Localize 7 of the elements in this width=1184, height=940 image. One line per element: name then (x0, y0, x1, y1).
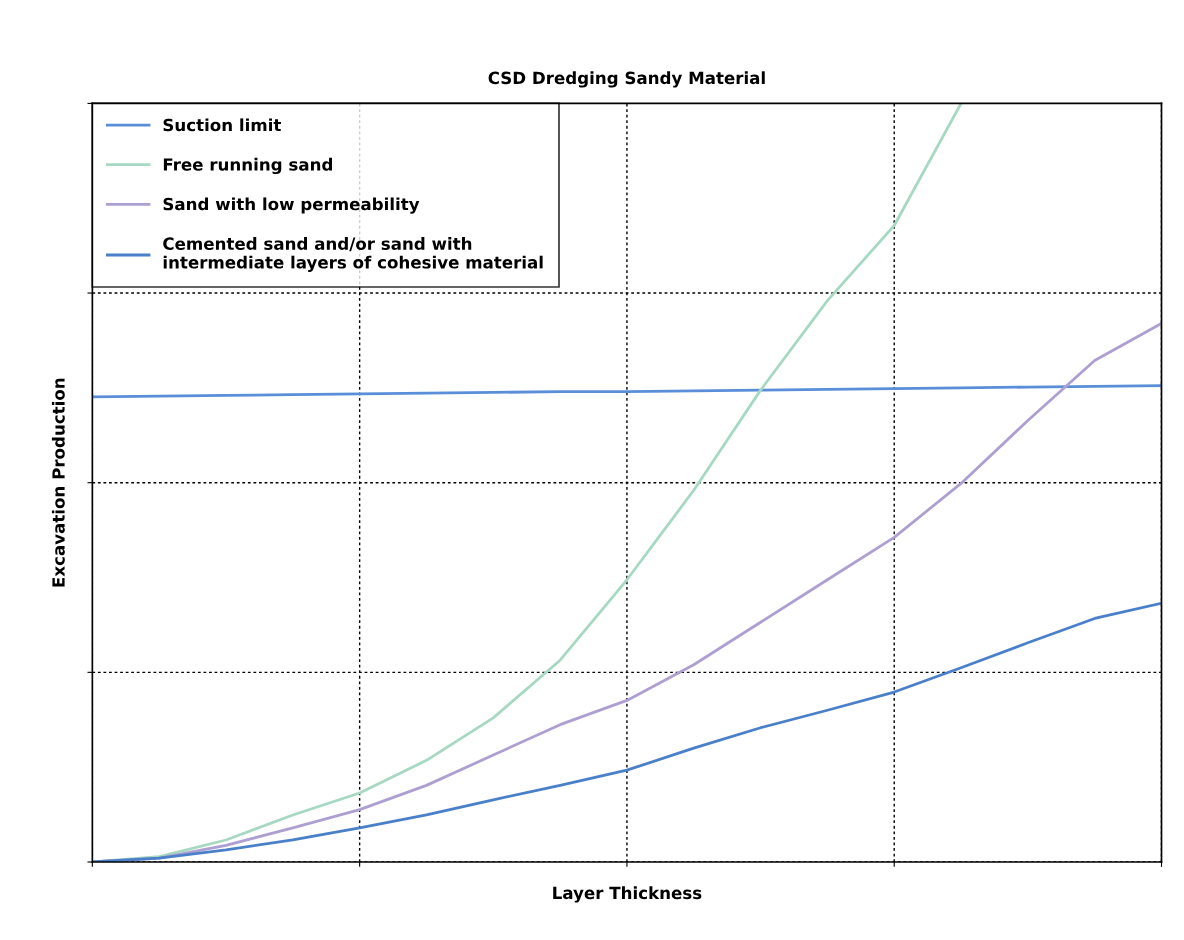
y-axis-title: Excavation Production (51, 378, 65, 587)
chart-title: CSD Dredging Sandy Material (488, 71, 765, 88)
legend-label: Free running sand (163, 157, 332, 175)
x-axis-title: Layer Thickness (553, 886, 702, 903)
legend-label: Cemented sand and/or sand with intermediate layers of cohesive material (163, 237, 543, 272)
legend-label: Suction limit (163, 118, 281, 132)
legend-label: Sand with low permeability (163, 197, 420, 214)
